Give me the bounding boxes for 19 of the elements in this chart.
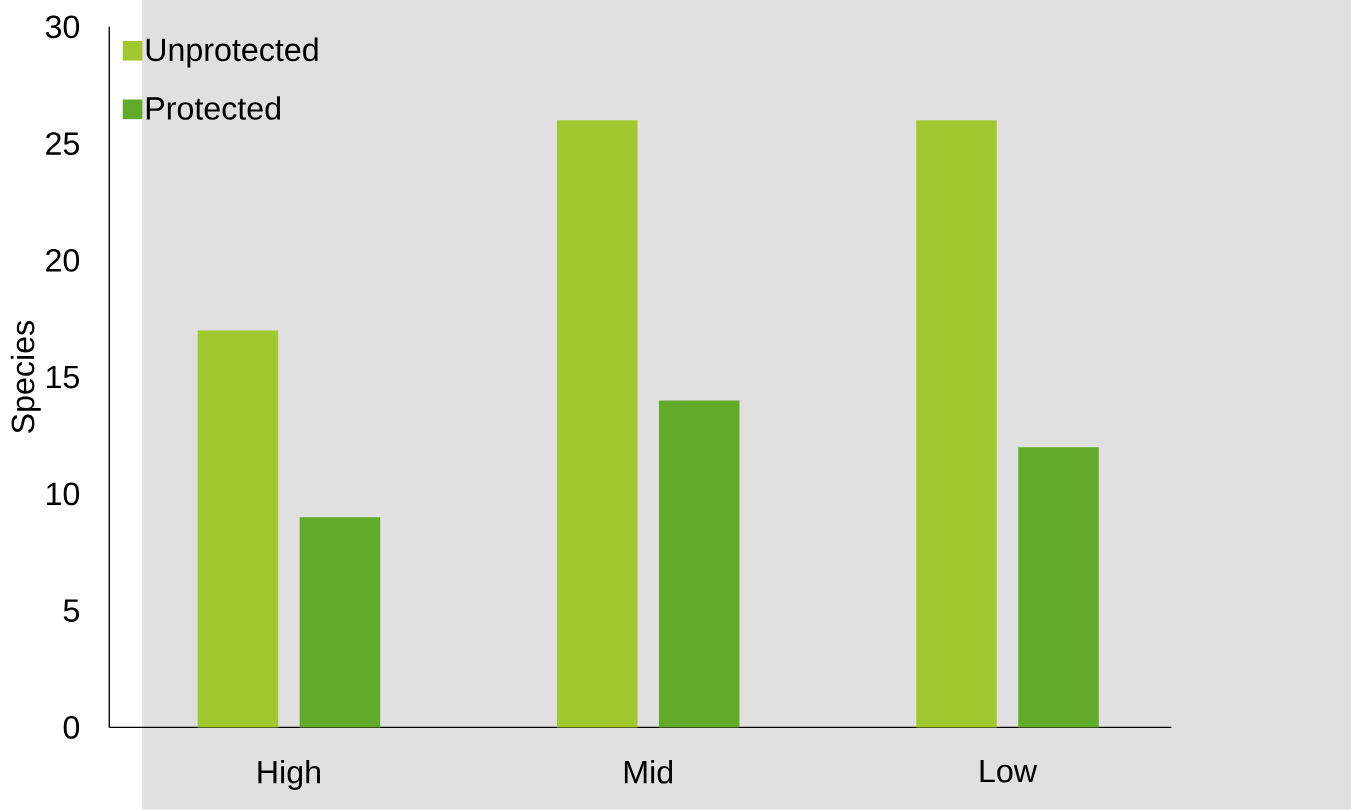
x-tick-label: Mid bbox=[624, 760, 673, 784]
y-tick-label: 25 bbox=[46, 132, 79, 156]
x-tick-label: Low bbox=[980, 760, 1038, 783]
bar bbox=[658, 400, 740, 728]
y-tick-label: 10 bbox=[46, 482, 80, 506]
y-tick-label: 15 bbox=[46, 366, 79, 389]
bar bbox=[916, 120, 997, 728]
y-tick-label: 20 bbox=[46, 249, 80, 272]
y-tick-label: 0 bbox=[63, 716, 80, 739]
legend-label: Protected bbox=[146, 96, 280, 120]
bar bbox=[1018, 447, 1099, 728]
y-tick-label: 30 bbox=[45, 15, 80, 39]
legend-label: Unprotected bbox=[146, 37, 318, 68]
bar bbox=[197, 330, 279, 728]
bar bbox=[556, 120, 638, 728]
y-tick-label: 5 bbox=[63, 599, 79, 623]
x-tick-label: High bbox=[258, 760, 320, 791]
bar bbox=[299, 517, 381, 728]
y-axis-title: Species bbox=[10, 321, 41, 434]
